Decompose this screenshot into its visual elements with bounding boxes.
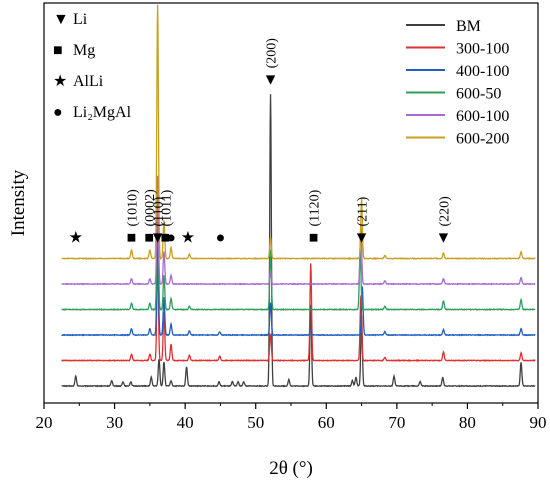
series-600-200 — [61, 4, 536, 261]
peak-label: (110) — [152, 196, 167, 226]
legend-phase-label: AlLi — [73, 73, 104, 90]
legend-phase-label: Li₂MgAl — [73, 104, 132, 121]
phase-marker: ● — [166, 230, 176, 247]
series-layer — [61, 4, 536, 388]
legend-symbol: ● — [53, 104, 63, 121]
x-tick-label: 20 — [36, 413, 53, 432]
peak-label: (200) — [265, 38, 280, 69]
legend-phase-label: Mg — [73, 42, 95, 59]
x-tick-label: 40 — [177, 413, 194, 432]
peak-marker: ■ — [127, 230, 137, 247]
legend-label-600-200: 600-200 — [456, 131, 509, 148]
x-axis: 20 30 40 50 60 70 80 90 — [36, 403, 547, 432]
x-tick-label: 90 — [530, 413, 547, 432]
phase-marker: ★ — [69, 230, 83, 247]
peak-marker: ▼ — [150, 230, 166, 247]
peak-label: (1011) — [159, 189, 174, 226]
legend-label-600-50: 600-50 — [456, 86, 501, 103]
x-axis-label: 2θ (°) — [269, 458, 313, 479]
phase-marker: ● — [216, 230, 226, 247]
peak-label: (211) — [356, 196, 371, 226]
peak-marker: ■ — [144, 230, 154, 247]
series-400-100 — [61, 226, 536, 337]
x-tick-label: 30 — [106, 413, 123, 432]
legend-symbol: ★ — [53, 73, 67, 90]
legend-symbol: ▼ — [53, 11, 69, 28]
peak-label: (220) — [437, 196, 452, 227]
x-tick-label: 60 — [318, 413, 335, 432]
series-600-50 — [61, 196, 536, 312]
legend-phase-label: Li — [73, 11, 88, 28]
legend-label-bm: BM — [456, 18, 481, 35]
x-tick-label: 50 — [247, 413, 264, 432]
peak-marker: ■ — [309, 230, 319, 247]
peak-label: (1120) — [308, 189, 323, 226]
peak-marker: ▼ — [354, 230, 370, 247]
legend-symbol: ■ — [53, 42, 63, 59]
peak-marker: ▼ — [436, 230, 452, 247]
legend-label-300-100: 300-100 — [456, 41, 509, 58]
legend-label-600-100: 600-100 — [456, 108, 509, 125]
legend-label-400-100: 400-100 — [456, 63, 509, 80]
series-600-100 — [61, 175, 536, 286]
peak-label: (1010) — [126, 189, 141, 227]
x-tick-label: 70 — [388, 413, 405, 432]
series-bm — [61, 94, 536, 388]
peak-marker: ■ — [161, 230, 171, 247]
peak-label: (0002) — [143, 189, 158, 227]
peak-marker: ▼ — [263, 71, 279, 88]
y-axis-label: Intensity — [8, 169, 29, 236]
phase-marker: ★ — [181, 230, 195, 247]
x-tick-label: 80 — [459, 413, 476, 432]
series-300-100 — [61, 257, 536, 363]
annotations: ▼(110)▼(200)▼(211)▼(220)■(1011)■(1120)■(… — [69, 38, 453, 247]
